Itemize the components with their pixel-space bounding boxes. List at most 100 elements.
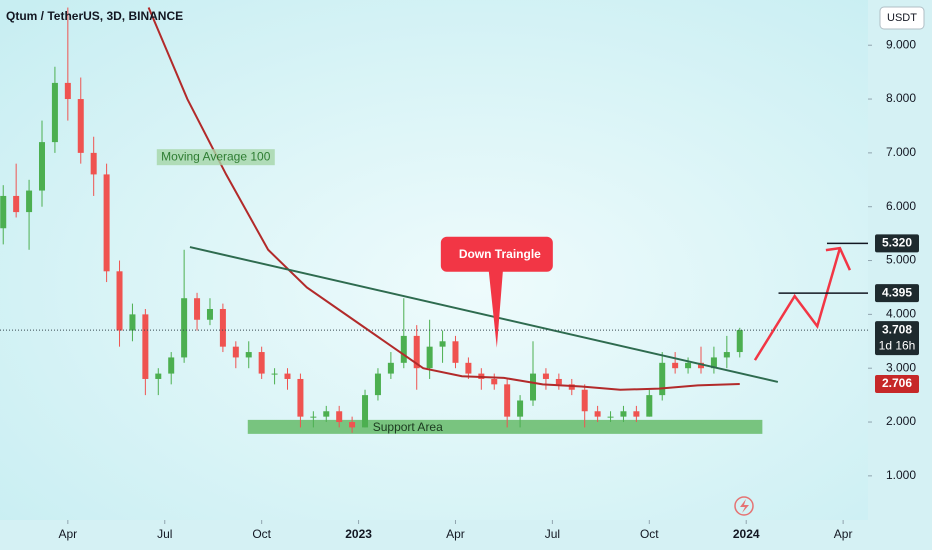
x-tick-label: Jul	[157, 527, 172, 541]
candle-body	[194, 298, 201, 320]
candle-body	[491, 378, 498, 385]
candle-body	[672, 362, 679, 369]
x-tick-label: Apr	[834, 527, 853, 541]
candle-body	[245, 352, 252, 358]
event-icon[interactable]	[734, 496, 754, 516]
candle-body	[129, 314, 136, 331]
x-tick-label: 2024	[733, 527, 760, 541]
candle-body	[517, 400, 524, 417]
trendline	[189, 246, 779, 383]
candle-body	[116, 271, 123, 331]
candle-body	[271, 373, 278, 375]
candle-body	[0, 195, 7, 229]
candle-body	[374, 373, 381, 396]
candle-body	[168, 357, 175, 374]
candle-body	[362, 395, 369, 428]
candle-body	[530, 373, 537, 401]
axis-background	[868, 0, 932, 550]
event-icon-bolt	[740, 499, 749, 513]
chart-title: Qtum / TetherUS, 3D, BINANCE	[6, 9, 183, 23]
candle-body	[142, 314, 149, 379]
candle-body	[736, 330, 743, 353]
candle-body	[13, 195, 20, 213]
candle-body	[646, 395, 653, 417]
candle-body	[258, 352, 265, 374]
y-tick-label: 5.000	[886, 253, 916, 267]
candle-body	[64, 82, 71, 100]
y-tick-label: 2.000	[886, 414, 916, 428]
x-tick-label: Apr	[446, 527, 465, 541]
candle-body	[387, 362, 394, 374]
candle-body	[710, 357, 717, 369]
ma-label-box	[156, 149, 275, 166]
candle-body	[284, 373, 291, 379]
candle-body	[568, 384, 575, 390]
last-price-label: 3.708	[882, 322, 912, 336]
candle-body	[723, 352, 730, 358]
candle-body	[323, 411, 330, 417]
candle-body	[620, 411, 627, 417]
candle-body	[77, 99, 84, 153]
candle-body	[439, 341, 446, 347]
candle-body	[26, 190, 33, 213]
candle-body	[659, 362, 666, 396]
candle-body	[219, 308, 226, 347]
candle-body	[38, 142, 45, 191]
currency[interactable]: USDT	[887, 12, 917, 24]
level-label-box	[875, 234, 919, 253]
x-tick-label: Oct	[252, 527, 271, 541]
candle-body	[297, 378, 304, 417]
level-label: 4.395	[882, 285, 912, 299]
candle-body	[633, 411, 640, 417]
currency-box[interactable]	[879, 6, 925, 30]
x-tick-label: Jul	[545, 527, 560, 541]
candle-body	[426, 346, 433, 369]
arrow-head	[825, 246, 852, 271]
candle-body	[336, 411, 343, 423]
level-label: 5.320	[882, 235, 912, 249]
moving-average	[147, 7, 740, 391]
ma-price-label: 2.706	[882, 376, 912, 390]
y-tick-label: 9.000	[886, 37, 916, 51]
x-tick-label: Apr	[58, 527, 77, 541]
candle-body	[594, 411, 601, 417]
candle-body	[465, 362, 472, 374]
candle-body	[400, 335, 407, 363]
y-tick-label: 6.000	[886, 199, 916, 213]
candle-body	[452, 341, 459, 363]
callout	[440, 236, 553, 348]
candle-body	[504, 384, 511, 417]
candle-body	[155, 373, 162, 379]
last-price-box	[875, 321, 919, 356]
y-tick-label: 8.000	[886, 91, 916, 105]
candle-body	[607, 416, 614, 418]
y-tick-label: 4.000	[886, 307, 916, 321]
candle-body	[685, 362, 692, 369]
candle-body	[51, 82, 58, 143]
ma-label: Moving Average 100	[161, 149, 271, 163]
ma-price-box	[875, 375, 919, 394]
support-zone	[247, 419, 763, 434]
candle-body	[90, 152, 97, 175]
support-label: Support Area	[373, 420, 443, 434]
candle-body	[181, 298, 188, 358]
plot-background	[0, 0, 868, 520]
projection-arrow	[753, 247, 842, 361]
countdown: 1d 16h	[879, 338, 916, 352]
candle-body	[310, 416, 317, 418]
callout-label: Down Traingle	[459, 247, 541, 261]
candle-body	[542, 373, 549, 379]
y-tick-label: 7.000	[886, 145, 916, 159]
layer: Moving Average 100 Support Area Down Train…	[0, 7, 868, 434]
candle-body	[349, 422, 356, 428]
candle-body	[413, 335, 420, 369]
candle-body	[697, 362, 704, 369]
level-label-box	[875, 284, 919, 303]
y-tick-label: 1.000	[886, 468, 916, 482]
x-tick-label: 2023	[345, 527, 372, 541]
y-tick-label: 3.000	[886, 360, 916, 374]
candle-body	[206, 308, 213, 320]
candle-body	[555, 378, 562, 385]
candle-body	[232, 346, 239, 358]
